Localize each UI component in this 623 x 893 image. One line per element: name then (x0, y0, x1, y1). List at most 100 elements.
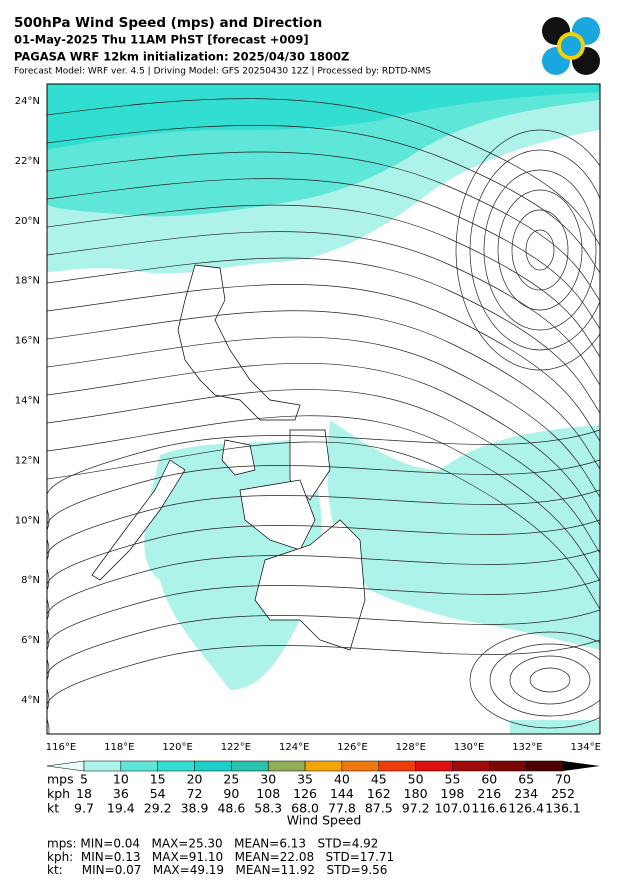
colorbar-tick-label: 180 (404, 786, 428, 801)
colorbar-tick-label: 144 (330, 786, 354, 801)
colorbar-tick-label: 72 (187, 786, 203, 801)
colorbar-tick-label: 162 (367, 786, 391, 801)
lon-label: 122°E (221, 742, 251, 753)
colorbar-tick-label: 108 (256, 786, 280, 801)
colorbar-tick-label: 68.0 (291, 801, 319, 816)
colorbar-tick-label: 107.0 (435, 801, 471, 816)
subtitle: 01-May-2025 Thu 11AM PhST [forecast +009… (14, 33, 309, 47)
lon-label: 120°E (162, 742, 192, 753)
streamline (455, 129, 600, 371)
streamline (47, 98, 600, 246)
colorbar-tick-label: 38.9 (181, 801, 209, 816)
streamline (47, 204, 600, 358)
lat-label: 18°N (15, 276, 40, 287)
colorbar-bin (267, 760, 306, 772)
initialization: PAGASA WRF 12km initialization: 2025/04/… (14, 50, 349, 64)
lat-label: 12°N (15, 455, 40, 466)
lon-label: 124°E (279, 742, 309, 753)
streamline (529, 667, 571, 693)
colorbar-bin (83, 760, 122, 772)
streamline (47, 459, 600, 561)
colorbar-tick-label: 40 (334, 772, 350, 787)
streamline (47, 429, 600, 531)
colorbar-tick-label: 234 (514, 786, 538, 801)
colorbar-tick-label: 126.4 (508, 801, 544, 816)
streamline (47, 519, 600, 621)
colorbar-tick-label: 20 (187, 772, 203, 787)
colorbar-bin (452, 760, 490, 772)
streamline (47, 178, 600, 330)
lon-label: 132°E (512, 742, 542, 753)
lat-label: 4°N (21, 695, 40, 706)
streamline (47, 609, 600, 711)
streamline (47, 579, 600, 681)
colorbar-tick-label: 54 (150, 786, 166, 801)
streamline (47, 124, 600, 274)
colorbar-bin (231, 760, 269, 772)
colorbar-tick-label: 36 (113, 786, 129, 801)
colorbar-tick-label: 198 (441, 786, 465, 801)
streamlines (47, 98, 600, 734)
streamline (47, 549, 600, 651)
colorbar-bin (525, 760, 564, 772)
streamline (47, 389, 600, 554)
lat-label: 16°N (15, 336, 40, 347)
colorbar-tick-label: 48.6 (217, 801, 245, 816)
colorbar-tick-label: 77.8 (328, 801, 356, 816)
title: 500hPa Wind Speed (mps) and Direction (14, 15, 322, 31)
lat-label: 22°N (15, 156, 40, 167)
colorbar-tick-label: 45 (371, 772, 387, 787)
logo (542, 17, 600, 75)
colorbar-tick-label: 87.5 (365, 801, 393, 816)
colorbar-bin (415, 760, 453, 772)
lon-label: 118°E (104, 742, 134, 753)
colorbar-end (563, 761, 600, 771)
colorbar-tick-label: 252 (551, 786, 575, 801)
colorbar-tick-label: 5 (80, 772, 88, 787)
stats-line: kt: MIN=0.07 MAX=49.19 MEAN=11.92 STD=9.… (47, 863, 387, 877)
streamline (47, 639, 600, 734)
lat-label: 10°N (15, 515, 40, 526)
colorbar-tick-label: 136.1 (545, 801, 581, 816)
colorbar-tick-label: 90 (223, 786, 239, 801)
lon-label: 116°E (46, 742, 76, 753)
streamline (509, 655, 591, 705)
colorbar-tick-label: 29.2 (144, 801, 172, 816)
colorbar-tick-label: 97.2 (402, 801, 430, 816)
streamline (525, 229, 555, 271)
credits: Forecast Model: WRF ver. 4.5 | Driving M… (14, 67, 431, 77)
lat-label: 24°N (15, 96, 40, 107)
streamline (47, 151, 600, 302)
colorbar-tick-label: 50 (408, 772, 424, 787)
lat-label: 6°N (21, 635, 40, 646)
streamline (497, 189, 583, 311)
streamline (483, 169, 597, 331)
colorbar-tick-label: 126 (293, 786, 317, 801)
stats-line: kph: MIN=0.13 MAX=91.10 MEAN=22.08 STD=1… (47, 850, 394, 864)
colorbar-bin (489, 760, 527, 772)
streamline (47, 231, 600, 386)
colorbar-bin (120, 760, 158, 772)
lat-label: 14°N (15, 396, 40, 407)
streamline (47, 489, 600, 591)
colorbar-tick-label: 15 (150, 772, 166, 787)
lon-label: 130°E (454, 742, 484, 753)
lat-label: 20°N (15, 216, 40, 227)
unit-label: kph (47, 786, 70, 801)
streamline (47, 257, 600, 414)
colorbar-bin (157, 760, 195, 772)
colorbar-tick-label: 116.6 (471, 801, 507, 816)
colorbar-tick-label: 55 (445, 772, 461, 787)
streamline (469, 631, 600, 729)
colorbar-tick-label: 18 (76, 786, 92, 801)
map-frame (46, 83, 601, 735)
colorbar-tick-label: 10 (113, 772, 129, 787)
unit-label: kt (47, 801, 59, 816)
colorbar-tick-label: 216 (477, 786, 501, 801)
lat-label: 8°N (21, 575, 40, 586)
streamline (47, 336, 600, 498)
colorbar-bin (304, 760, 343, 772)
colorbar-bin (194, 760, 232, 772)
colorbar-tick-label: 9.7 (74, 801, 94, 816)
